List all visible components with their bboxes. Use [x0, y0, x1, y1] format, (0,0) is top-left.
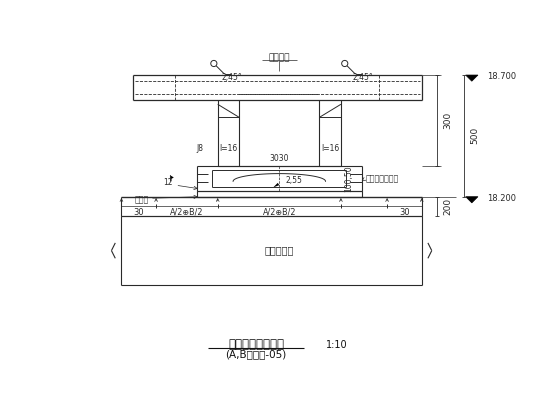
- Text: 30: 30: [399, 207, 410, 217]
- Text: A/2⊕B/2: A/2⊕B/2: [170, 207, 204, 217]
- Polygon shape: [465, 75, 478, 81]
- Text: 300: 300: [444, 112, 452, 129]
- Text: 100,50: 100,50: [344, 165, 353, 192]
- Text: 12: 12: [163, 178, 172, 187]
- Text: l=16: l=16: [321, 144, 339, 153]
- Polygon shape: [170, 175, 174, 180]
- Text: A/2⊕B/2: A/2⊕B/2: [263, 207, 296, 217]
- Text: 500: 500: [470, 127, 479, 144]
- Text: 2,45°: 2,45°: [222, 73, 242, 82]
- Text: 2,45°: 2,45°: [352, 73, 373, 82]
- Text: 18.700: 18.700: [487, 72, 516, 81]
- Text: 混凝土构件: 混凝土构件: [265, 246, 294, 256]
- Text: 18.200: 18.200: [487, 194, 516, 203]
- Polygon shape: [273, 183, 279, 187]
- Text: 1:10: 1:10: [325, 339, 347, 349]
- Text: J8: J8: [197, 144, 204, 153]
- Text: 2,55: 2,55: [286, 176, 302, 185]
- Text: 中庭支座典型节点: 中庭支座典型节点: [228, 338, 284, 351]
- Text: 铰接节点: 铰接节点: [269, 54, 290, 63]
- Text: 200: 200: [444, 198, 452, 215]
- Text: 预埋板: 预埋板: [134, 195, 149, 204]
- Text: 30: 30: [133, 207, 144, 217]
- Text: 支座由厂家提供: 支座由厂家提供: [366, 174, 399, 184]
- Text: 3030: 3030: [269, 154, 289, 163]
- Polygon shape: [465, 197, 478, 203]
- Text: (A,B见钢设-05): (A,B见钢设-05): [226, 349, 287, 360]
- Text: l=16: l=16: [220, 144, 237, 153]
